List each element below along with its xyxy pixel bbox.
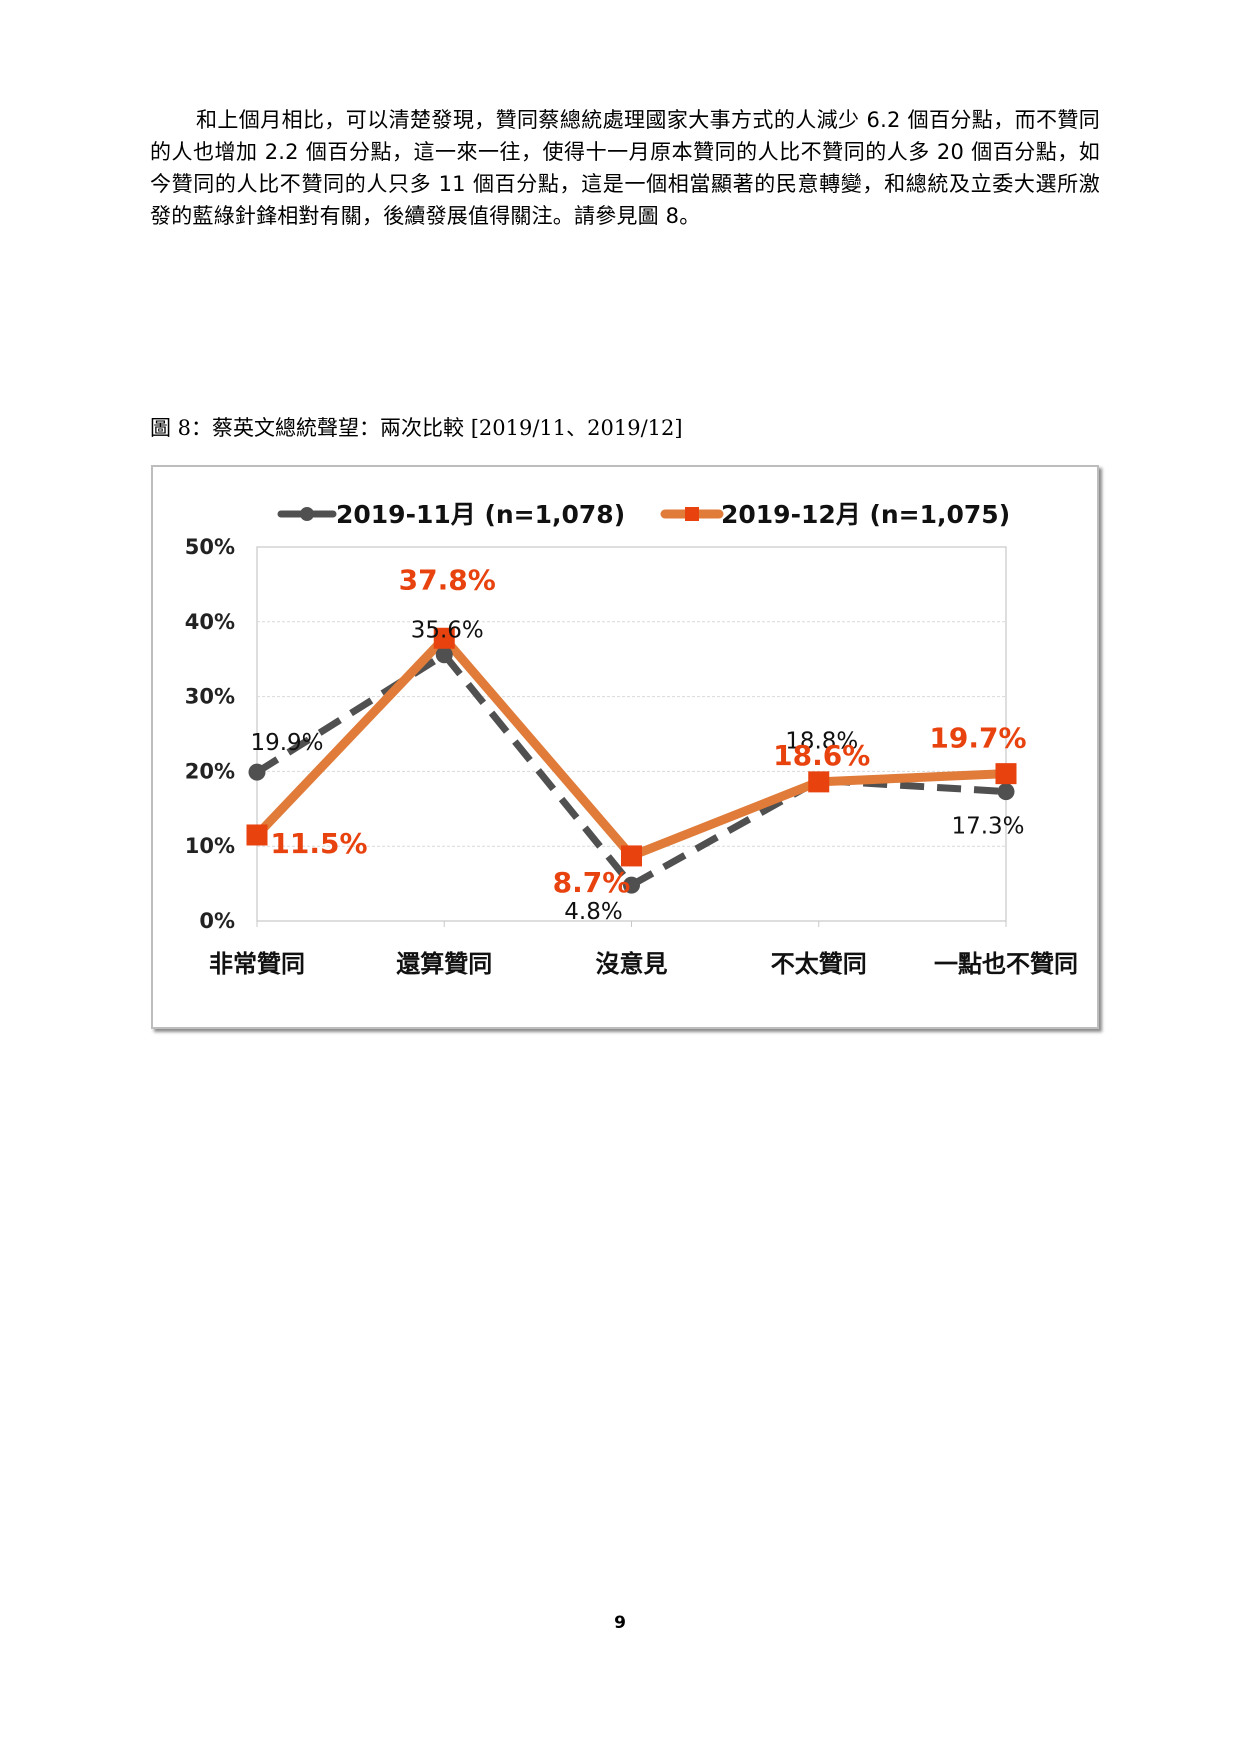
data-point-nov — [248, 763, 266, 781]
line-chart: 0% 10% 20% 30% 40% 50% 非常贊同 還算贊同 沒意見 不太贊同 一點也不贊同 20… — [185, 500, 1078, 978]
data-label-dec: 18.6% — [773, 739, 870, 772]
y-tick-label: 0% — [199, 909, 235, 933]
data-label-dec: 37.8% — [399, 563, 496, 596]
y-tick-label: 10% — [185, 834, 235, 858]
x-tick-label: 沒意見 — [596, 950, 668, 978]
legend-marker-dec — [685, 507, 699, 521]
data-point-dec — [246, 824, 268, 846]
y-tick-label: 40% — [185, 610, 235, 634]
data-point-nov — [435, 646, 453, 664]
y-tick-label: 20% — [185, 759, 235, 783]
data-label-nov: 35.6% — [411, 618, 484, 644]
data-point-nov — [997, 783, 1015, 801]
data-point-dec — [995, 763, 1017, 785]
data-label-dec: 19.7% — [929, 722, 1026, 755]
x-tick-label: 一點也不贊同 — [934, 950, 1078, 978]
series-line-dec — [253, 633, 1007, 861]
series-line-nov — [255, 651, 1007, 889]
legend-label-nov: 2019-11月 (n=1,078) — [336, 500, 625, 529]
legend-label-dec: 2019-12月 (n=1,075) — [721, 500, 1010, 529]
body-paragraph: 和上個月相比，可以清楚發現，贊同蔡總統處理國家大事方式的人減少 6.2 個百分點… — [150, 108, 1100, 228]
data-point-dec — [621, 845, 642, 867]
x-tick-label: 非常贊同 — [209, 950, 305, 978]
data-label-dec: 11.5% — [270, 827, 367, 860]
x-tick-label: 不太贊同 — [771, 950, 867, 978]
data-point-nov — [623, 876, 640, 894]
data-label-nov: 4.8% — [564, 899, 622, 925]
data-point-dec — [433, 627, 455, 649]
data-label-nov: 17.3% — [951, 814, 1024, 840]
y-tick-label: 50% — [185, 535, 235, 559]
data-label-nov: 19.9% — [250, 730, 323, 756]
page-number: 9 — [614, 1613, 626, 1633]
legend-marker-nov — [300, 507, 314, 521]
data-point-dec — [808, 771, 830, 793]
data-label-dec: 8.7% — [553, 866, 631, 899]
figure-caption: 圖 8：蔡英文總統聲望：兩次比較 [2019/11、2019/12] — [150, 416, 683, 440]
chart-frame: 0% 10% 20% 30% 40% 50% 非常贊同 還算贊同 沒意見 不太贊同 一點也不贊同 20… — [151, 465, 1099, 1029]
y-tick-label: 30% — [185, 685, 235, 709]
data-label-nov: 18.8% — [785, 728, 858, 754]
x-tick-label: 還算贊同 — [396, 950, 492, 978]
